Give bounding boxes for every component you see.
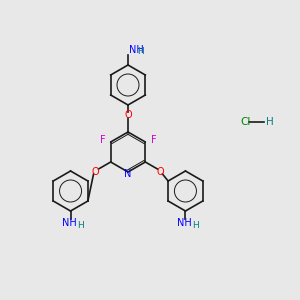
- Text: NH: NH: [129, 45, 144, 55]
- Text: NH: NH: [177, 218, 192, 228]
- Text: NH: NH: [62, 218, 77, 228]
- Text: O: O: [124, 110, 132, 120]
- Text: H: H: [266, 117, 274, 127]
- Text: N: N: [124, 169, 132, 179]
- Text: O: O: [92, 167, 99, 177]
- Text: H: H: [138, 47, 144, 56]
- Text: F: F: [151, 135, 156, 145]
- Text: H: H: [77, 220, 84, 230]
- Text: O: O: [157, 167, 164, 177]
- Text: Cl: Cl: [240, 117, 250, 127]
- Text: F: F: [100, 135, 106, 145]
- Text: H: H: [192, 220, 199, 230]
